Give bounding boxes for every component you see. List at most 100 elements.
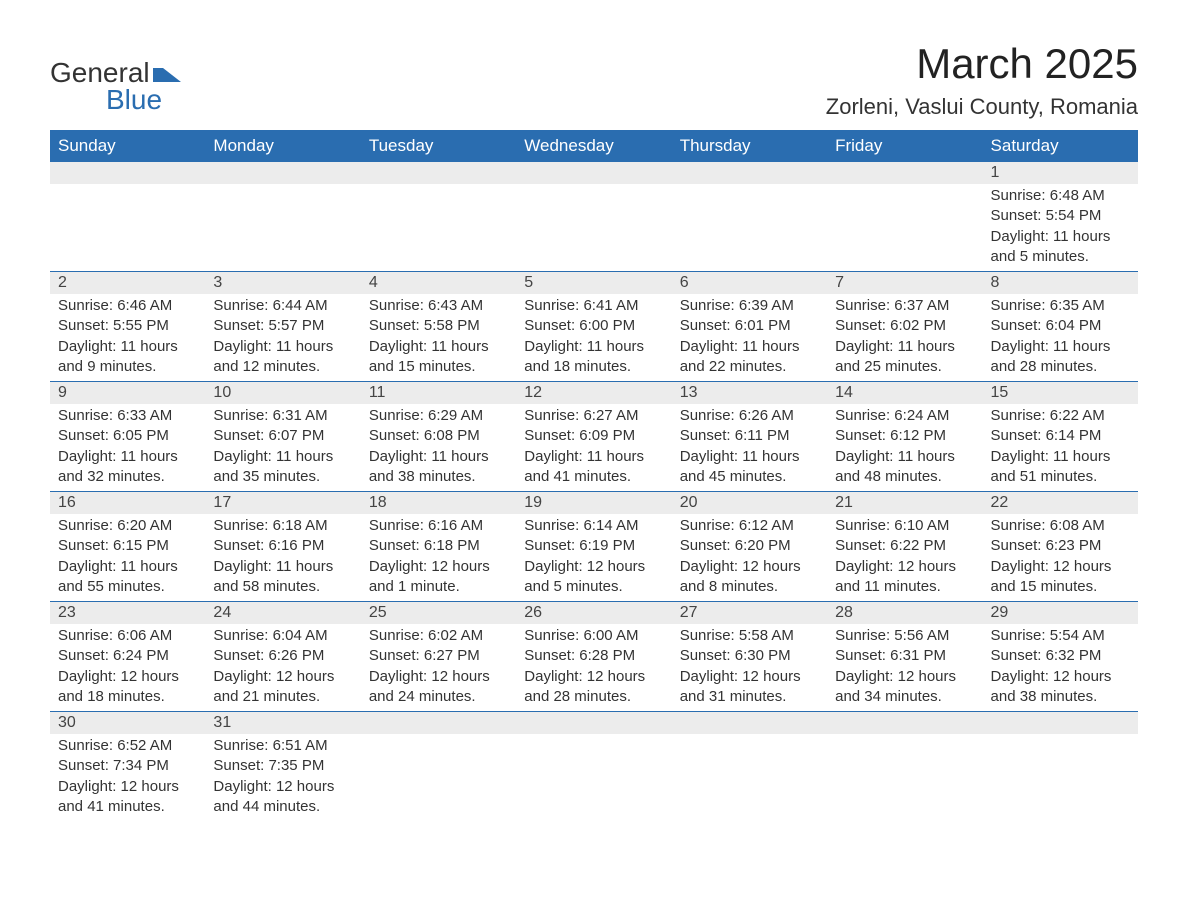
- empty-day-number: [983, 712, 1138, 734]
- day-details: Sunrise: 5:58 AMSunset: 6:30 PMDaylight:…: [672, 624, 827, 711]
- day-details: Sunrise: 6:35 AMSunset: 6:04 PMDaylight:…: [983, 294, 1138, 381]
- calendar-cell: 8Sunrise: 6:35 AMSunset: 6:04 PMDaylight…: [983, 272, 1138, 382]
- daylight-text: Daylight: 11 hours and 58 minutes.: [213, 557, 352, 598]
- sunrise-text: Sunrise: 6:24 AM: [835, 406, 974, 426]
- col-monday: Monday: [205, 130, 360, 162]
- day-details: Sunrise: 6:06 AMSunset: 6:24 PMDaylight:…: [50, 624, 205, 711]
- sunset-text: Sunset: 6:27 PM: [369, 646, 508, 666]
- day-number: 22: [983, 492, 1138, 514]
- day-number: 9: [50, 382, 205, 404]
- sunrise-text: Sunrise: 5:58 AM: [680, 626, 819, 646]
- sunset-text: Sunset: 6:24 PM: [58, 646, 197, 666]
- day-number: 14: [827, 382, 982, 404]
- sunset-text: Sunset: 6:18 PM: [369, 536, 508, 556]
- sunrise-text: Sunrise: 6:29 AM: [369, 406, 508, 426]
- day-details: Sunrise: 5:54 AMSunset: 6:32 PMDaylight:…: [983, 624, 1138, 711]
- day-details: Sunrise: 6:12 AMSunset: 6:20 PMDaylight:…: [672, 514, 827, 601]
- sunset-text: Sunset: 6:07 PM: [213, 426, 352, 446]
- calendar-cell: 6Sunrise: 6:39 AMSunset: 6:01 PMDaylight…: [672, 272, 827, 382]
- day-number: 5: [516, 272, 671, 294]
- title-block: March 2025 Zorleni, Vaslui County, Roman…: [826, 40, 1138, 120]
- daylight-text: Daylight: 11 hours and 38 minutes.: [369, 447, 508, 488]
- sunset-text: Sunset: 6:09 PM: [524, 426, 663, 446]
- day-number: 30: [50, 712, 205, 734]
- empty-day-number: [50, 162, 205, 184]
- sunrise-text: Sunrise: 6:39 AM: [680, 296, 819, 316]
- sunset-text: Sunset: 6:20 PM: [680, 536, 819, 556]
- day-number: 12: [516, 382, 671, 404]
- day-number: 11: [361, 382, 516, 404]
- calendar-cell: 17Sunrise: 6:18 AMSunset: 6:16 PMDayligh…: [205, 492, 360, 602]
- day-number: 27: [672, 602, 827, 624]
- sunrise-text: Sunrise: 6:04 AM: [213, 626, 352, 646]
- daylight-text: Daylight: 12 hours and 38 minutes.: [991, 667, 1130, 708]
- calendar-cell: [516, 712, 671, 822]
- sunrise-text: Sunrise: 6:08 AM: [991, 516, 1130, 536]
- sunrise-text: Sunrise: 6:06 AM: [58, 626, 197, 646]
- day-number: 23: [50, 602, 205, 624]
- day-number: 16: [50, 492, 205, 514]
- day-number: 13: [672, 382, 827, 404]
- daylight-text: Daylight: 11 hours and 45 minutes.: [680, 447, 819, 488]
- calendar-week: 30Sunrise: 6:52 AMSunset: 7:34 PMDayligh…: [50, 712, 1138, 822]
- location-text: Zorleni, Vaslui County, Romania: [826, 94, 1138, 120]
- sunset-text: Sunset: 6:16 PM: [213, 536, 352, 556]
- calendar-cell: 2Sunrise: 6:46 AMSunset: 5:55 PMDaylight…: [50, 272, 205, 382]
- logo-word-2: Blue: [106, 87, 181, 112]
- daylight-text: Daylight: 12 hours and 34 minutes.: [835, 667, 974, 708]
- calendar-cell: 4Sunrise: 6:43 AMSunset: 5:58 PMDaylight…: [361, 272, 516, 382]
- daylight-text: Daylight: 12 hours and 31 minutes.: [680, 667, 819, 708]
- sunset-text: Sunset: 6:14 PM: [991, 426, 1130, 446]
- calendar-cell: 7Sunrise: 6:37 AMSunset: 6:02 PMDaylight…: [827, 272, 982, 382]
- empty-day-number: [672, 712, 827, 734]
- sunrise-text: Sunrise: 6:14 AM: [524, 516, 663, 536]
- calendar-week: 9Sunrise: 6:33 AMSunset: 6:05 PMDaylight…: [50, 382, 1138, 492]
- calendar-cell: 28Sunrise: 5:56 AMSunset: 6:31 PMDayligh…: [827, 602, 982, 712]
- sunrise-text: Sunrise: 6:51 AM: [213, 736, 352, 756]
- daylight-text: Daylight: 11 hours and 25 minutes.: [835, 337, 974, 378]
- day-details: Sunrise: 6:52 AMSunset: 7:34 PMDaylight:…: [50, 734, 205, 821]
- calendar-cell: 11Sunrise: 6:29 AMSunset: 6:08 PMDayligh…: [361, 382, 516, 492]
- calendar-cell: [827, 712, 982, 822]
- sunrise-text: Sunrise: 6:43 AM: [369, 296, 508, 316]
- calendar-cell: [361, 162, 516, 272]
- day-number: 15: [983, 382, 1138, 404]
- daylight-text: Daylight: 12 hours and 1 minute.: [369, 557, 508, 598]
- sunset-text: Sunset: 5:58 PM: [369, 316, 508, 336]
- sunrise-text: Sunrise: 6:26 AM: [680, 406, 819, 426]
- sunset-text: Sunset: 6:19 PM: [524, 536, 663, 556]
- daylight-text: Daylight: 12 hours and 41 minutes.: [58, 777, 197, 818]
- empty-day-number: [361, 712, 516, 734]
- daylight-text: Daylight: 12 hours and 21 minutes.: [213, 667, 352, 708]
- calendar-cell: 24Sunrise: 6:04 AMSunset: 6:26 PMDayligh…: [205, 602, 360, 712]
- day-number: 10: [205, 382, 360, 404]
- sunset-text: Sunset: 6:32 PM: [991, 646, 1130, 666]
- col-sunday: Sunday: [50, 130, 205, 162]
- day-number: 18: [361, 492, 516, 514]
- day-details: Sunrise: 6:16 AMSunset: 6:18 PMDaylight:…: [361, 514, 516, 601]
- day-number: 28: [827, 602, 982, 624]
- day-details: Sunrise: 5:56 AMSunset: 6:31 PMDaylight:…: [827, 624, 982, 711]
- sunrise-text: Sunrise: 6:31 AM: [213, 406, 352, 426]
- daylight-text: Daylight: 11 hours and 51 minutes.: [991, 447, 1130, 488]
- col-thursday: Thursday: [672, 130, 827, 162]
- sunset-text: Sunset: 6:15 PM: [58, 536, 197, 556]
- day-details: Sunrise: 6:04 AMSunset: 6:26 PMDaylight:…: [205, 624, 360, 711]
- sunset-text: Sunset: 7:35 PM: [213, 756, 352, 776]
- daylight-text: Daylight: 11 hours and 15 minutes.: [369, 337, 508, 378]
- daylight-text: Daylight: 11 hours and 5 minutes.: [991, 227, 1130, 268]
- daylight-text: Daylight: 11 hours and 9 minutes.: [58, 337, 197, 378]
- day-number: 24: [205, 602, 360, 624]
- calendar-cell: 15Sunrise: 6:22 AMSunset: 6:14 PMDayligh…: [983, 382, 1138, 492]
- day-number: 20: [672, 492, 827, 514]
- calendar-table: Sunday Monday Tuesday Wednesday Thursday…: [50, 130, 1138, 821]
- sunset-text: Sunset: 6:08 PM: [369, 426, 508, 446]
- empty-day-number: [827, 712, 982, 734]
- day-number: 2: [50, 272, 205, 294]
- calendar-cell: [672, 712, 827, 822]
- day-details: Sunrise: 6:18 AMSunset: 6:16 PMDaylight:…: [205, 514, 360, 601]
- day-details: Sunrise: 6:22 AMSunset: 6:14 PMDaylight:…: [983, 404, 1138, 491]
- calendar-cell: 18Sunrise: 6:16 AMSunset: 6:18 PMDayligh…: [361, 492, 516, 602]
- day-details: Sunrise: 6:29 AMSunset: 6:08 PMDaylight:…: [361, 404, 516, 491]
- day-number: 4: [361, 272, 516, 294]
